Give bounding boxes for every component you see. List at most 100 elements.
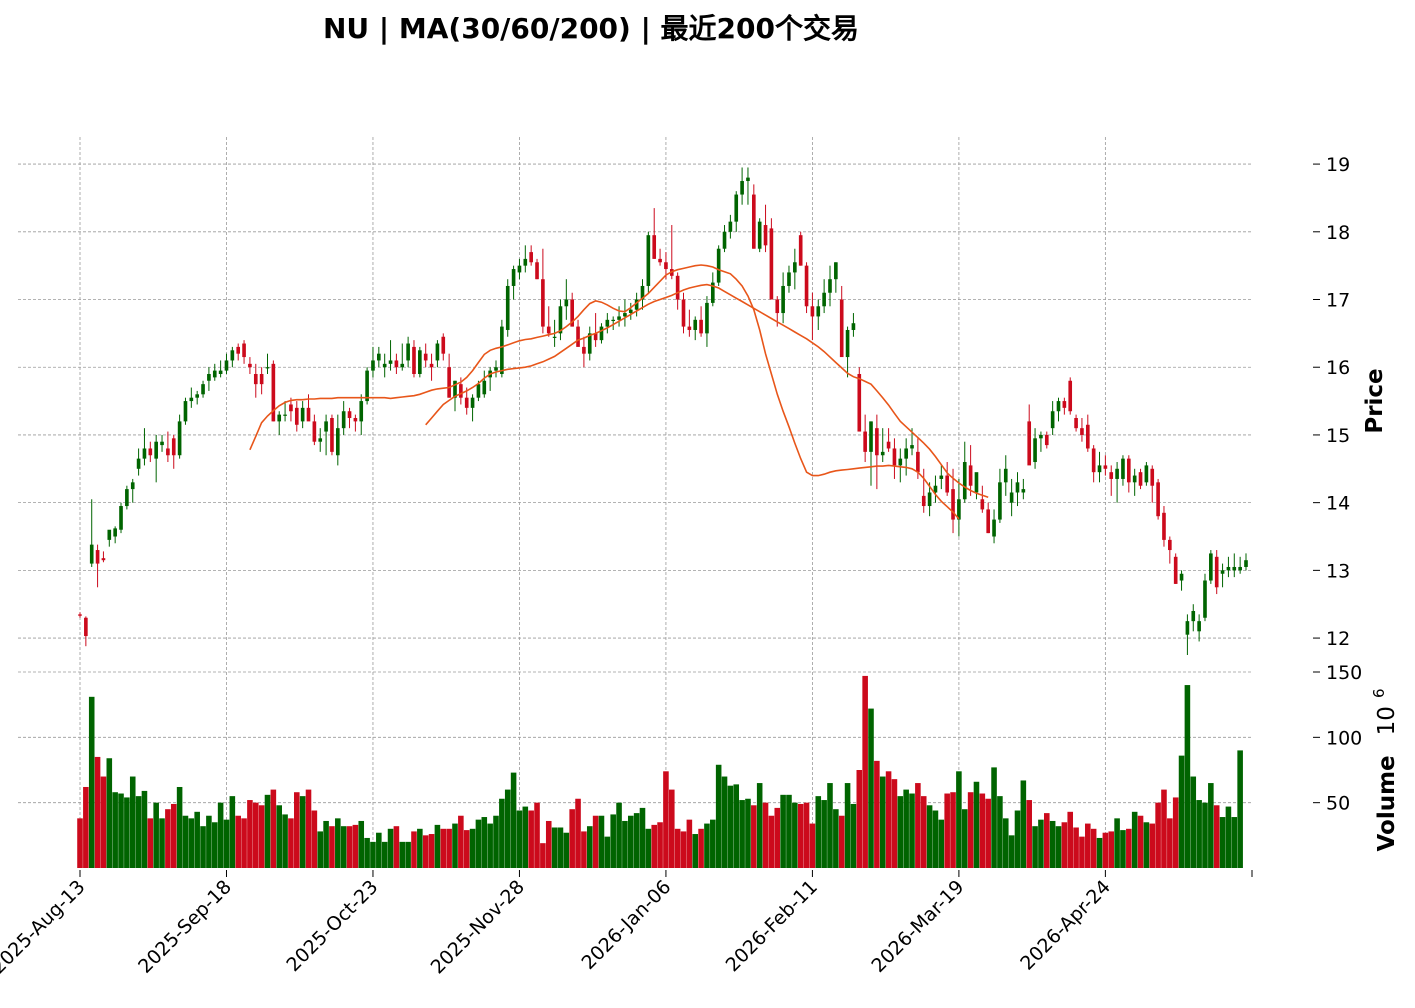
- candle-body: [951, 489, 955, 520]
- candle-body: [781, 285, 785, 314]
- candle-body: [992, 519, 996, 537]
- candle: [640, 279, 645, 310]
- candle-body: [136, 458, 141, 469]
- volume-bar: [200, 826, 206, 868]
- volume-bar: [956, 771, 962, 868]
- candle-body: [517, 265, 522, 273]
- candle: [347, 407, 352, 429]
- candle-body: [224, 360, 229, 371]
- candle-body: [1080, 428, 1084, 435]
- candle-body: [875, 428, 879, 456]
- candle: [341, 401, 346, 435]
- candle-body: [382, 363, 387, 368]
- candle-body: [880, 451, 885, 456]
- candle: [177, 414, 182, 459]
- volume-bar: [1167, 818, 1173, 868]
- candle: [494, 360, 498, 378]
- candle: [365, 367, 369, 405]
- candle: [1214, 550, 1219, 595]
- candle: [1080, 418, 1084, 442]
- candle: [84, 616, 88, 647]
- volume-bar: [94, 756, 101, 868]
- candle: [136, 448, 141, 476]
- candle-body: [658, 258, 662, 263]
- candle-body: [1168, 539, 1172, 551]
- candle: [998, 468, 1002, 523]
- candle: [1191, 604, 1196, 632]
- candle-body: [236, 346, 241, 354]
- candle-body: [962, 462, 967, 500]
- volume-bar: [487, 823, 493, 868]
- candle-body: [798, 235, 803, 266]
- volume-bar: [879, 776, 886, 868]
- volume-bars: [77, 675, 1243, 868]
- candle-body: [160, 441, 164, 446]
- candle-body: [945, 475, 949, 493]
- volume-bar: [815, 796, 822, 868]
- candle: [845, 326, 850, 378]
- volume-bar: [961, 809, 968, 868]
- volume-bar: [1085, 823, 1091, 868]
- volume-bar: [83, 786, 89, 868]
- candle-body: [406, 343, 410, 361]
- candle-body: [195, 394, 200, 398]
- volume-bar: [973, 781, 980, 868]
- candle-body: [699, 319, 703, 334]
- candle-body: [289, 404, 293, 412]
- volume-bar: [821, 800, 827, 868]
- volume-bar: [598, 815, 605, 868]
- volume-bar: [1055, 826, 1062, 868]
- candle-body: [851, 323, 856, 330]
- volume-bar: [844, 783, 851, 868]
- candle-body: [283, 414, 287, 416]
- candle: [675, 272, 680, 310]
- volume-bar: [1231, 817, 1238, 868]
- candle-body: [1021, 489, 1026, 493]
- candle: [1103, 455, 1108, 476]
- candle-body: [998, 482, 1002, 520]
- candle: [652, 208, 657, 259]
- candle: [78, 612, 82, 618]
- volume-tick-label: 50: [1326, 793, 1350, 815]
- volume-bar: [1137, 815, 1144, 868]
- volume-bar: [838, 815, 845, 868]
- candle-body: [148, 448, 153, 456]
- volume-bar: [903, 789, 909, 868]
- volume-bar: [938, 819, 945, 868]
- volume-bar: [616, 802, 622, 868]
- candle: [722, 225, 727, 253]
- candle-body: [646, 235, 651, 286]
- candle: [869, 421, 873, 486]
- candle: [400, 343, 405, 371]
- candle-body: [535, 262, 539, 280]
- candle-body: [113, 528, 117, 537]
- candle: [207, 367, 211, 391]
- volume-bar: [792, 802, 798, 868]
- candle: [951, 468, 955, 534]
- volume-bar: [100, 776, 107, 868]
- volume-bar: [522, 806, 529, 868]
- candle: [330, 414, 334, 456]
- candle-body: [1173, 556, 1178, 584]
- candle: [535, 258, 539, 280]
- candle: [933, 475, 938, 503]
- candle-body: [628, 309, 633, 314]
- price-tick-label: 19: [1326, 154, 1350, 176]
- volume-bar: [376, 832, 382, 868]
- candle: [1044, 431, 1049, 449]
- volume-bar: [874, 760, 880, 868]
- volume-bar: [1008, 835, 1015, 868]
- candle-body: [752, 194, 756, 249]
- candle: [582, 336, 586, 368]
- volume-bar: [1196, 800, 1202, 868]
- candle: [1015, 472, 1020, 507]
- candle: [1056, 397, 1061, 422]
- candle-body: [822, 292, 826, 307]
- candle: [488, 367, 492, 391]
- volume-bar: [868, 708, 874, 868]
- candle: [992, 509, 996, 544]
- candle-body: [271, 363, 276, 422]
- volume-bar: [715, 764, 722, 868]
- volume-bar: [891, 779, 898, 868]
